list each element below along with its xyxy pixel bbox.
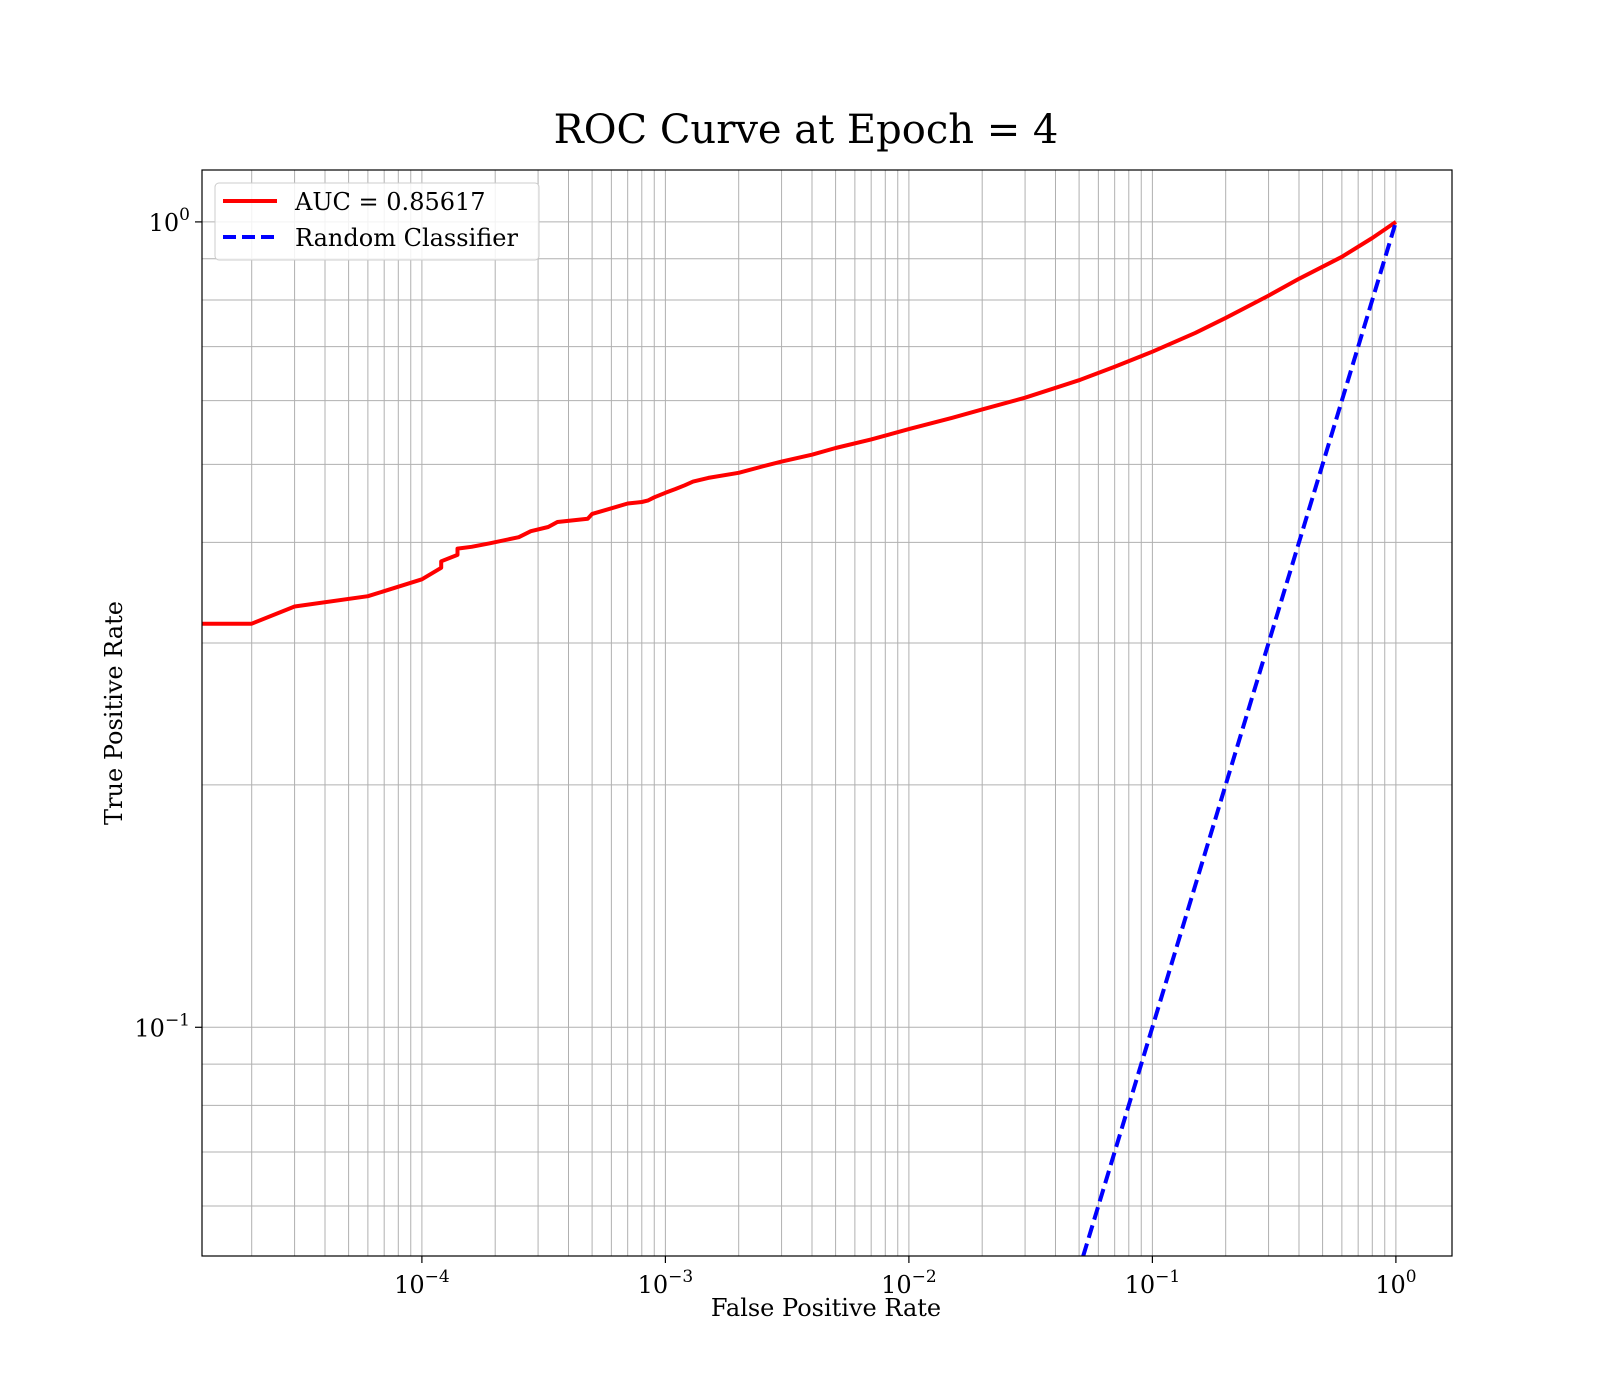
chart-title: ROC Curve at Epoch = 4 [554,107,1059,153]
plot-frame [201,169,1453,1257]
x-axis-ticks: 10−4 10−3 10−2 10−1 100 [394,1256,1417,1299]
x-axis-label: False Positive Rate [711,1294,941,1322]
x-tick-label: 10−1 [1125,1267,1181,1299]
legend-box [214,182,540,261]
series-line-random [1081,221,1398,1257]
legend-label-auc: AUC = 0.85617 [294,188,486,216]
series-lines [202,220,1398,1257]
x-tick-label: 100 [1375,1267,1416,1299]
series-line-auc [202,220,1398,626]
legend-label-random: Random Classifier [295,224,518,252]
legend: AUC = 0.85617 Random Classifier [214,182,540,261]
x-tick-label: 10−4 [394,1267,450,1299]
y-tick-label: 10−1 [134,1010,190,1042]
y-tick-label: 100 [149,205,190,237]
x-tick-label: 10−3 [638,1267,694,1299]
y-axis-label: True Positive Rate [100,601,128,825]
x-tick-label: 10−2 [881,1267,937,1299]
y-axis-ticks: 10−1 100 [134,205,202,1042]
grid [202,170,1452,1256]
